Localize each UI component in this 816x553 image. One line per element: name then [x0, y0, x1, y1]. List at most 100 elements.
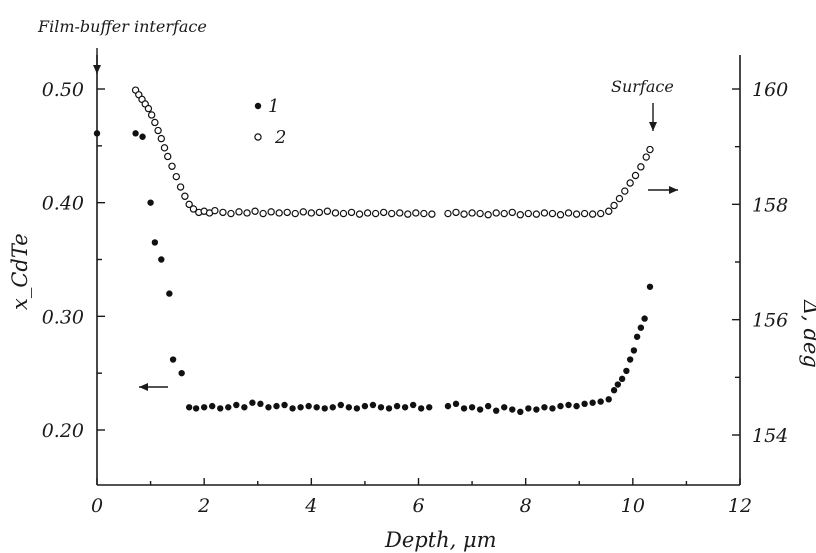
series-2-point [492, 209, 500, 217]
series-1-point [297, 404, 304, 411]
series-1-point [305, 402, 312, 410]
series-1-point [549, 405, 556, 412]
series-2-point [452, 208, 460, 217]
series-1-point [533, 406, 540, 413]
series-1-point [225, 404, 232, 411]
series-1-point [581, 400, 588, 408]
series-1-point [185, 404, 193, 411]
series-2-point [339, 209, 348, 218]
series-1-point [329, 404, 336, 411]
series-1-point [217, 405, 224, 412]
series-1-point [468, 404, 476, 411]
series-2-point [164, 152, 172, 161]
series-2-point [420, 209, 428, 218]
series-2-point [610, 201, 618, 210]
interface-arrow-head [93, 65, 101, 74]
series-1-point [139, 133, 146, 140]
series-1-point [401, 404, 409, 411]
x-tick-label: 10 [621, 495, 645, 517]
series-1-point [281, 401, 288, 409]
legend-marker-1 [254, 102, 262, 110]
series-2-point [444, 209, 452, 218]
series-1-point [623, 367, 630, 375]
legend-label-1: 1 [268, 96, 279, 117]
series-1-point [289, 405, 296, 412]
series-1-point [337, 401, 345, 409]
series-1-point [460, 405, 468, 412]
interface-annotation: Film-buffer interface [37, 17, 207, 36]
series-2-point [476, 209, 484, 218]
series-1-point [618, 375, 626, 383]
surface-arrow-head [649, 122, 657, 131]
series-2-point [227, 209, 235, 218]
series-2-point [355, 210, 364, 218]
series-2-point [468, 209, 476, 217]
series-1-point [265, 404, 272, 411]
data-marks [93, 86, 654, 416]
series-2-point [588, 210, 597, 218]
series-2-point [500, 209, 508, 218]
series-2-point [484, 211, 492, 219]
series-2-point [291, 209, 299, 218]
series-2-point [363, 209, 372, 217]
series-1-point [501, 404, 508, 411]
series-1-point [151, 239, 159, 246]
series-1-point [273, 402, 280, 410]
series-2-point [524, 209, 533, 218]
series-2-point [621, 187, 629, 195]
series-1-point [417, 405, 425, 412]
series-1-point [626, 356, 634, 363]
series-1-point [249, 399, 256, 406]
legend-label-2: 2 [274, 127, 286, 148]
series-1-point [444, 402, 452, 410]
series-1-point [426, 404, 433, 411]
series-1-point [630, 347, 638, 354]
series-1-point [633, 333, 641, 340]
series-2-point [185, 200, 193, 209]
series-2-point [323, 207, 332, 215]
series-1-point [393, 402, 401, 410]
series-2-point [331, 209, 340, 217]
series-1-point [345, 404, 353, 411]
series-2-point [615, 194, 624, 203]
series-2-point [631, 171, 640, 180]
series-1-point [641, 315, 648, 322]
y-axis-title-right: Δ, deg [799, 299, 816, 368]
series-1-point [313, 404, 320, 411]
series-2-point [267, 208, 275, 216]
series-2-point [168, 162, 176, 170]
y-left-tick-label: 0.50 [42, 79, 84, 101]
series-1-point [241, 404, 248, 411]
series-1-point [646, 283, 654, 290]
series-2-point [508, 208, 516, 217]
series-2-point [151, 118, 159, 127]
series-1-point [484, 402, 492, 410]
x-tick-label: 0 [91, 495, 103, 517]
series-2-point [144, 104, 153, 113]
series-1-point [637, 324, 645, 331]
series-1-point [409, 401, 417, 409]
annotations: Film-buffer interface Surface 1 2 Depth,… [8, 17, 816, 552]
series-1-point [377, 404, 385, 411]
series-2-point [259, 209, 267, 218]
series-1-point [476, 406, 484, 413]
series-2-point [235, 208, 243, 216]
series-2-point [283, 208, 291, 217]
series-1-point [565, 401, 572, 409]
series-1-point [200, 404, 208, 411]
x-tick-label: 2 [197, 495, 210, 517]
series-2-point [181, 192, 189, 200]
series-1-point [557, 402, 564, 410]
series-1-point [158, 256, 165, 263]
x-tick-label: 6 [412, 495, 424, 517]
series-1-point [509, 406, 516, 413]
series-2-point [388, 209, 396, 218]
series-2-point [189, 205, 198, 213]
series-1-point [525, 405, 532, 412]
series-1-point [541, 404, 548, 411]
series-2-point [580, 209, 589, 218]
series-1-point [257, 400, 264, 408]
series-2-point [307, 209, 316, 217]
series-1-point [321, 405, 328, 412]
